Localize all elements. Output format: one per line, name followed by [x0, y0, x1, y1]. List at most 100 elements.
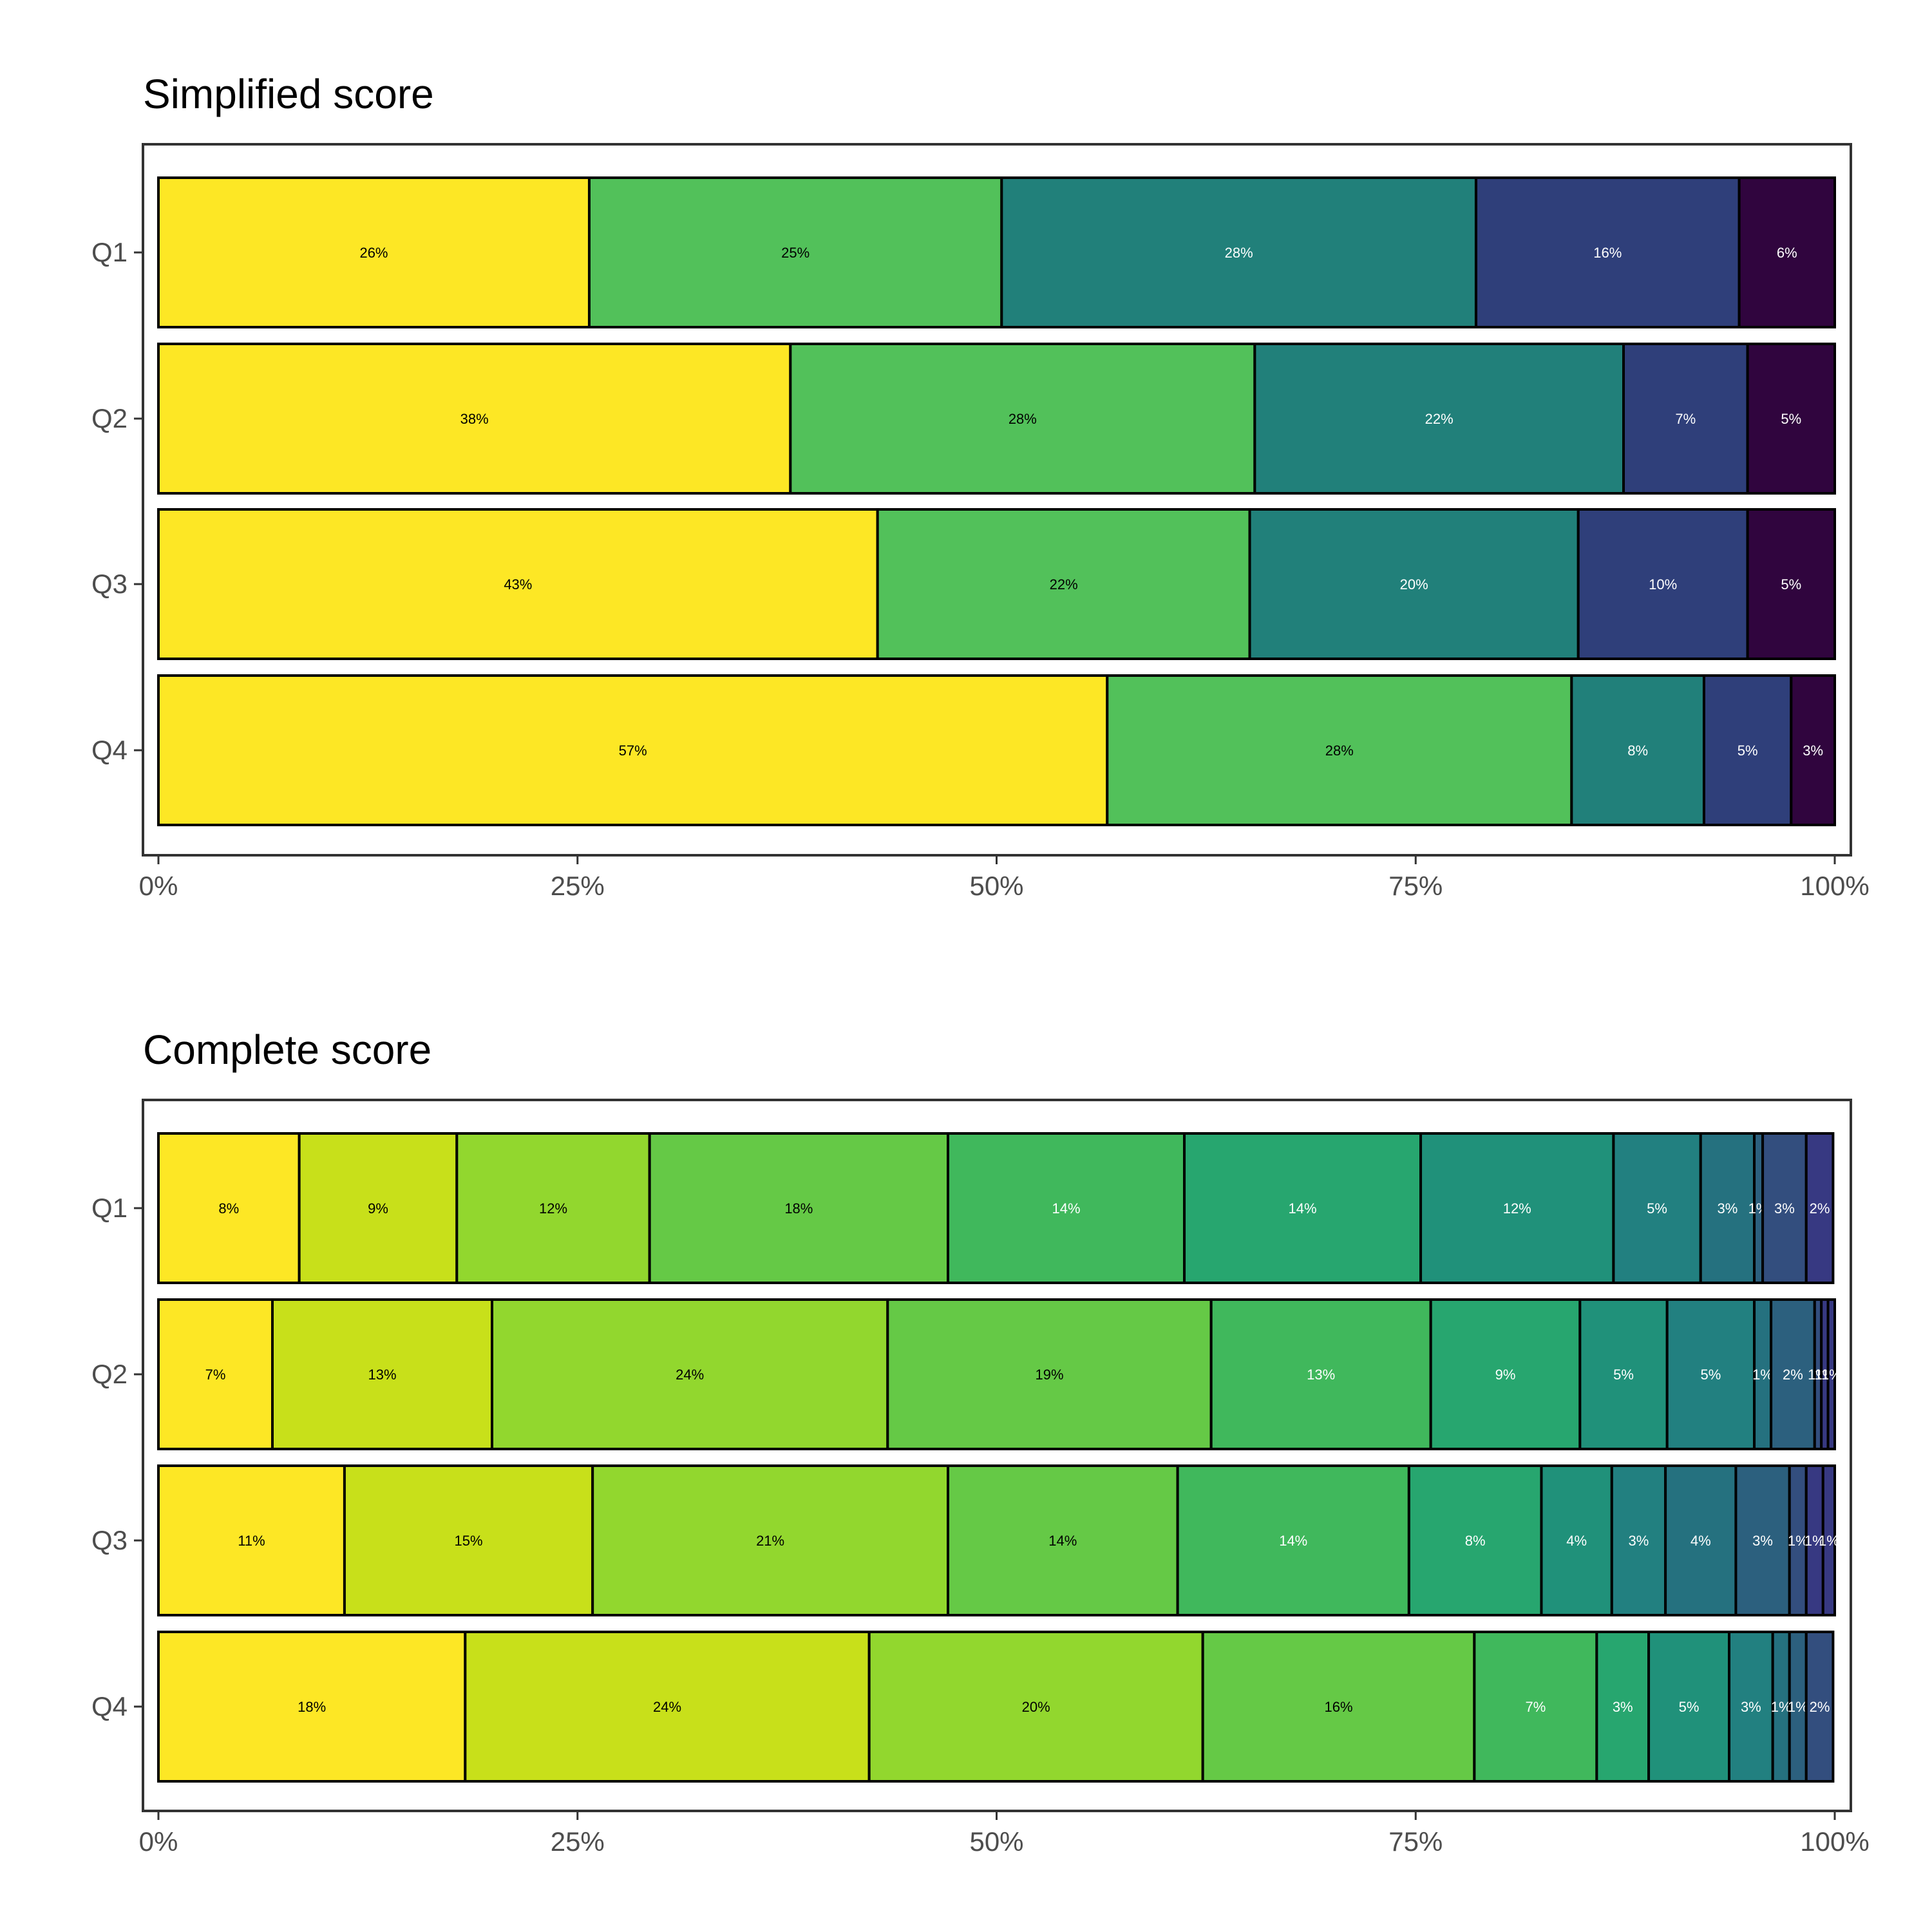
data-label: 22%	[1050, 576, 1078, 592]
data-label: 18%	[784, 1200, 813, 1217]
data-label: 4%	[1690, 1533, 1711, 1549]
bar-segment	[1610, 1464, 1667, 1616]
bar-segment	[1570, 674, 1705, 826]
bar-segment	[1201, 1631, 1476, 1783]
data-label: 13%	[368, 1367, 396, 1383]
bar-segment	[1702, 674, 1793, 826]
data-label: 2%	[1810, 1200, 1830, 1217]
data-label: 28%	[1225, 245, 1253, 261]
data-label: 2%	[1783, 1367, 1803, 1383]
data-label: 5%	[1679, 1699, 1700, 1715]
x-tick-label: 0%	[139, 871, 178, 901]
bar-segment	[157, 674, 1109, 826]
data-label: 26%	[359, 245, 388, 261]
bar-segment	[1407, 1464, 1543, 1616]
x-tick-label: 50%	[969, 1826, 1023, 1857]
data-label: 14%	[1052, 1200, 1081, 1217]
data-label: 5%	[1781, 411, 1801, 427]
data-label: 6%	[1777, 245, 1797, 261]
data-label: 14%	[1279, 1533, 1307, 1549]
bar-segment	[947, 1464, 1179, 1616]
x-tick-label: 75%	[1388, 871, 1443, 901]
panel-1: Complete score 8% 9% 12% 18% 14% 14% 12% 5% 3% 1% 3…	[91, 1027, 1870, 1857]
data-label: 1%	[1788, 1699, 1808, 1715]
data-label: 1%	[1788, 1533, 1808, 1549]
data-label: 1%	[1804, 1533, 1825, 1549]
bar-segment	[1761, 1132, 1808, 1284]
bar-segment	[1788, 1631, 1808, 1783]
data-label: 5%	[1738, 743, 1758, 759]
data-label: 22%	[1425, 411, 1454, 427]
data-label: 16%	[1593, 245, 1622, 261]
y-tick-label: Q2	[91, 1359, 128, 1389]
data-label: 15%	[455, 1533, 483, 1549]
data-label: 12%	[1503, 1200, 1531, 1217]
x-tick-label: 0%	[139, 1826, 178, 1857]
x-tick-label: 25%	[551, 871, 605, 901]
data-label: 10%	[1649, 576, 1677, 592]
bar-segment	[1699, 1132, 1756, 1284]
bar-segment	[157, 508, 879, 660]
data-label: 7%	[1525, 1699, 1546, 1715]
data-label: 8%	[1465, 1533, 1486, 1549]
data-label: 3%	[1803, 743, 1823, 759]
data-label: 9%	[1495, 1367, 1516, 1383]
y-tick-label: Q3	[91, 1525, 128, 1555]
data-label: 8%	[218, 1200, 239, 1217]
data-label: 24%	[676, 1367, 704, 1383]
bar-segment	[1106, 674, 1573, 826]
data-label: 3%	[1613, 1699, 1633, 1715]
chart-title: Simplified score	[143, 71, 434, 117]
bar-segment	[1253, 343, 1625, 495]
data-label: 4%	[1566, 1533, 1587, 1549]
bar-segment	[1429, 1298, 1582, 1450]
data-label: 5%	[1613, 1367, 1634, 1383]
data-label: 3%	[1629, 1533, 1649, 1549]
bar-segment	[271, 1298, 493, 1450]
data-label: 43%	[504, 576, 532, 592]
data-label: 28%	[1325, 743, 1354, 759]
data-label: 57%	[619, 743, 647, 759]
data-label: 24%	[653, 1699, 681, 1715]
bar-segment	[1790, 674, 1837, 826]
data-label: 7%	[1675, 411, 1696, 427]
bar-segment	[343, 1464, 594, 1616]
data-label: 38%	[460, 411, 489, 427]
data-label: 28%	[1009, 411, 1037, 427]
bar-segment	[1622, 343, 1749, 495]
bar-segment	[587, 176, 1003, 328]
bar-segment	[1665, 1298, 1756, 1450]
data-label: 3%	[1718, 1200, 1738, 1217]
bar-segment	[1788, 1464, 1808, 1616]
bar-segment	[455, 1132, 651, 1284]
bar-segment	[1738, 176, 1836, 328]
bar-segment	[1826, 1298, 1836, 1450]
x-tick-label: 25%	[551, 1826, 605, 1857]
data-label: 20%	[1022, 1699, 1050, 1715]
y-tick-label: Q1	[91, 237, 128, 267]
data-label: 14%	[1048, 1533, 1077, 1549]
bar-segment	[1734, 1464, 1791, 1616]
bar-segment	[1746, 343, 1837, 495]
bar-segment	[1474, 176, 1741, 328]
bar-segment	[1647, 1631, 1731, 1783]
y-tick-label: Q2	[91, 403, 128, 433]
bar-segment	[1821, 1464, 1837, 1616]
x-tick-label: 100%	[1800, 1826, 1869, 1857]
data-label: 8%	[1627, 743, 1648, 759]
data-label: 2%	[1810, 1699, 1830, 1715]
bar-segment	[1540, 1464, 1613, 1616]
data-label: 11%	[238, 1533, 265, 1549]
bar-segment	[157, 1631, 467, 1783]
bar-segment	[1419, 1132, 1615, 1284]
data-label: 5%	[1647, 1200, 1667, 1217]
data-label: 7%	[205, 1367, 226, 1383]
bar-segment	[298, 1132, 459, 1284]
data-label: 1%	[1752, 1367, 1773, 1383]
bar-segment	[1176, 1464, 1410, 1616]
data-label: 13%	[1307, 1367, 1335, 1383]
data-label: 19%	[1035, 1367, 1063, 1383]
bar-segment	[886, 1298, 1213, 1450]
bar-segment	[1664, 1464, 1738, 1616]
y-tick-label: Q4	[91, 1691, 128, 1721]
